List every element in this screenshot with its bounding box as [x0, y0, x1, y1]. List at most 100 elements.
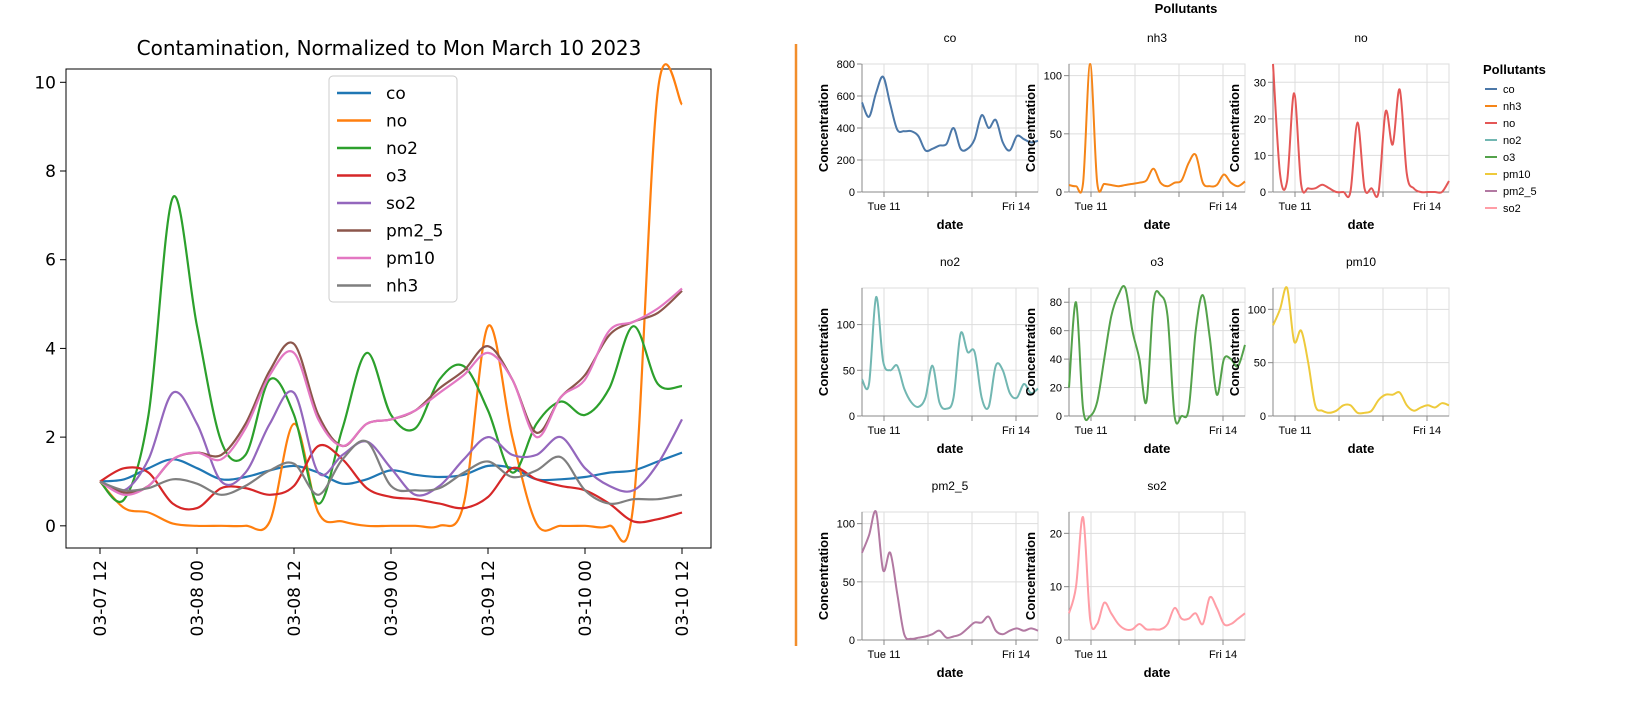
- y-tick-label: 10: [1254, 150, 1266, 162]
- x-tick-label: 03-09 12: [479, 560, 499, 636]
- legend-label-pm2_5: pm2_5: [1503, 186, 1537, 198]
- y-tick-label: 100: [1044, 71, 1062, 83]
- series-line-so2: [99, 390, 683, 497]
- legend-label-pm10: pm10: [386, 249, 435, 269]
- x-tick-label: Fri 14: [1413, 201, 1441, 213]
- legend-label-no: no: [386, 112, 407, 132]
- legend-label-pm2_5: pm2_5: [386, 222, 443, 242]
- facet-no: no 0 10 20 30 Tue 11 Fri 14 date Concentration: [1227, 31, 1450, 232]
- facet-frame: [1272, 287, 1450, 417]
- y-tick-label: 10: [1050, 582, 1062, 594]
- y-tick-label: 2: [45, 428, 56, 448]
- facet-frame: [861, 511, 1039, 641]
- y-tick-label: 600: [837, 91, 855, 103]
- legend-label-co: co: [386, 84, 406, 104]
- y-tick-label: 40: [1050, 354, 1062, 366]
- legend-box: [328, 75, 458, 303]
- facet-pm10: pm10 0 50 100 Tue 11 Fri 14 date Concentration: [1227, 255, 1450, 456]
- facet-so2: so2 0 10 20 Tue 11 Fri 14 date Concentration: [1023, 479, 1246, 680]
- left-plot-frame: [65, 68, 712, 549]
- facet-co: co 0 200 400 600 800 Tue 11 Fri 14 date Concentra…: [816, 31, 1039, 232]
- series-line-nh3: [99, 439, 683, 505]
- x-tick-label: Tue 11: [1074, 425, 1107, 437]
- facet-line-nh3: [1068, 62, 1246, 194]
- y-tick-label: 20: [1254, 114, 1266, 126]
- facet-no2: no2 0 50 100 Tue 11 Fri 14 date Concentration: [816, 255, 1039, 456]
- y-tick-label: 0: [849, 187, 855, 199]
- facet-frame: [1068, 511, 1246, 641]
- left-series-lines: [99, 63, 683, 543]
- normalized-line-chart: Contamination, Normalized to Mon March 1…: [34, 36, 712, 636]
- facet-title: pm10: [1346, 255, 1376, 269]
- legend-label-no2: no2: [1503, 135, 1521, 147]
- x-tick-label: Fri 14: [1209, 425, 1237, 437]
- y-tick-label: 50: [1050, 129, 1062, 141]
- facet-title: no2: [940, 255, 960, 269]
- x-tick-label: Tue 11: [1074, 201, 1107, 213]
- x-tick-label: 03-08 12: [285, 560, 305, 636]
- x-axis-title: date: [1348, 217, 1375, 232]
- legend-label-pm10: pm10: [1503, 169, 1531, 181]
- legend-label-co: co: [1503, 84, 1515, 96]
- y-tick-label: 50: [843, 577, 855, 589]
- y-tick-label: 400: [837, 123, 855, 135]
- x-tick-label: 03-08 00: [188, 560, 208, 636]
- series-line-no2: [99, 195, 683, 505]
- y-tick-label: 0: [849, 411, 855, 423]
- legend-label-nh3: nh3: [1503, 101, 1521, 113]
- facet-line-no2: [861, 296, 1039, 410]
- y-axis-title: Concentration: [1023, 84, 1038, 172]
- x-tick-label: Tue 11: [1278, 425, 1311, 437]
- y-tick-label: 8: [45, 162, 56, 182]
- x-axis-title: date: [937, 441, 964, 456]
- y-axis-title: Concentration: [1023, 532, 1038, 620]
- y-axis-title: Concentration: [816, 84, 831, 172]
- facet-line-pm2_5: [861, 510, 1039, 641]
- y-axis-title: Concentration: [1227, 84, 1242, 172]
- legend-label-no: no: [1503, 118, 1515, 130]
- x-tick-label: Fri 14: [1209, 201, 1237, 213]
- y-tick-label: 80: [1050, 297, 1062, 309]
- legend-label-so2: so2: [1503, 203, 1521, 215]
- y-tick-label: 60: [1050, 326, 1062, 338]
- y-tick-label: 4: [45, 339, 56, 359]
- x-tick-label: Fri 14: [1002, 201, 1030, 213]
- x-tick-label: Fri 14: [1002, 425, 1030, 437]
- y-tick-label: 100: [837, 519, 855, 531]
- x-axis-title: date: [1348, 441, 1375, 456]
- x-tick-label: 03-07 12: [91, 560, 111, 636]
- facet-line-co: [861, 75, 1039, 153]
- facet-title: co: [944, 31, 957, 45]
- x-tick-label: 03-10 12: [673, 560, 693, 636]
- y-tick-label: 0: [1260, 411, 1266, 423]
- y-tick-label: 6: [45, 251, 56, 271]
- facet-title: pm2_5: [932, 479, 969, 493]
- facet-nh3: nh3 0 50 100 Tue 11 Fri 14 date Concentration: [1023, 31, 1246, 232]
- facet-pm2_5: pm2_5 0 50 100 Tue 11 Fri 14 date Concentration: [816, 479, 1039, 680]
- facet-line-so2: [1068, 516, 1246, 631]
- x-tick-label: 03-09 00: [382, 560, 402, 636]
- x-tick-label: Tue 11: [1278, 201, 1311, 213]
- x-axis-title: date: [1144, 665, 1171, 680]
- y-tick-label: 100: [837, 320, 855, 332]
- x-tick-label: Tue 11: [867, 201, 900, 213]
- legend-title: Pollutants: [1483, 62, 1546, 77]
- x-axis-title: date: [1144, 217, 1171, 232]
- x-tick-label: Fri 14: [1413, 425, 1441, 437]
- y-tick-label: 0: [45, 517, 56, 537]
- y-tick-label: 50: [1254, 358, 1266, 370]
- left-legend: co no no2 o3 so2 pm2_5 pm10 nh3: [328, 75, 458, 303]
- x-tick-label: Fri 14: [1002, 649, 1030, 661]
- left-axes: 0 2 4 6 8 10 03-07 12 03-08 00 03-08 12 03-09 00 0…: [34, 73, 693, 636]
- x-tick-label: Tue 11: [867, 425, 900, 437]
- y-tick-label: 0: [1056, 187, 1062, 199]
- legend-label-o3: o3: [386, 167, 407, 187]
- y-tick-label: 0: [1260, 187, 1266, 199]
- y-tick-label: 200: [837, 155, 855, 167]
- y-axis-title: Concentration: [1023, 308, 1038, 396]
- y-tick-label: 30: [1254, 77, 1266, 89]
- y-tick-label: 100: [1248, 304, 1266, 316]
